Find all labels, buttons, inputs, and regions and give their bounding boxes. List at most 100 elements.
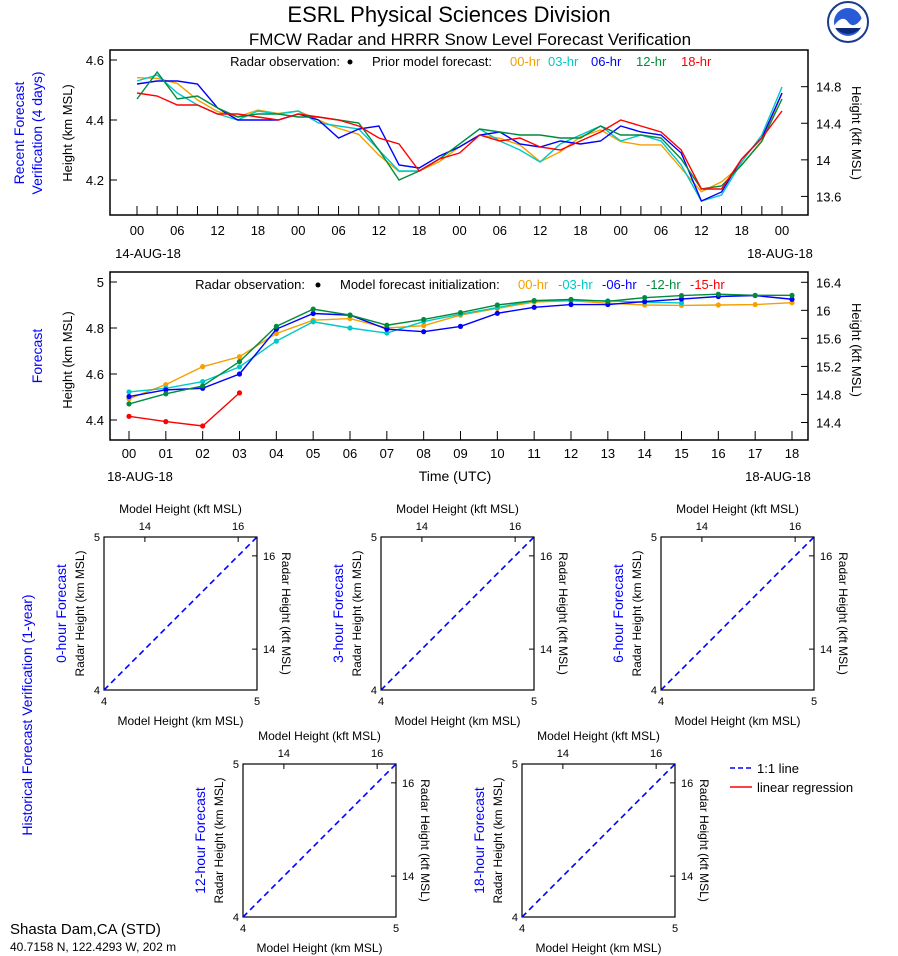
scatter-ylabel: Radar Height (km MSL) xyxy=(491,777,505,903)
chart2-legend-entry: -12-hr xyxy=(646,277,681,292)
chart2-point--06-hr xyxy=(126,393,132,400)
chart2-xtick-label: 04 xyxy=(269,446,283,461)
scatter-xtick-label: 4 xyxy=(658,696,664,708)
scatter-ytick-right-label: 14 xyxy=(263,644,275,656)
chart1-xtick-label: 06 xyxy=(654,223,668,238)
chart1-legend-obs: Radar observation: xyxy=(230,54,340,69)
chart1-series-12-hr xyxy=(136,70,783,190)
scatter-ytick-label: 5 xyxy=(233,759,239,771)
chart2-point--12-hr xyxy=(384,322,390,328)
chart1-legend-entry: 18-hr xyxy=(681,54,712,69)
chart2-point--12-hr xyxy=(163,391,169,397)
chart2-point--15-hr xyxy=(236,390,243,396)
chart2-point--12-hr xyxy=(347,312,353,318)
chart2-point--06-hr xyxy=(163,387,169,393)
chart2-ytick-label: 4.4 xyxy=(86,413,104,428)
chart2-point--12-hr xyxy=(531,298,537,304)
chart2-xtick-label: 05 xyxy=(306,446,320,461)
chart1-legend-entry: 00-hr xyxy=(510,54,541,69)
scatter-ylabel-right: Radar Height (kft MSL) xyxy=(279,552,293,675)
chart1-ytick-right-label: 14 xyxy=(816,153,830,168)
chart2-point--03-hr xyxy=(384,330,390,336)
scatter-xlabel-top: Model Height (kft MSL) xyxy=(537,729,660,743)
chart2-legend-obs-marker xyxy=(315,282,321,288)
chart1-ylabel: Height (km MSL) xyxy=(60,84,75,182)
chart2-legend-model: Model forecast initialization: xyxy=(340,277,500,292)
chart2-xtick-label: 07 xyxy=(380,446,394,461)
chart1-side-label: Verification (4 days) xyxy=(29,72,45,195)
chart2-point--03-hr xyxy=(678,300,685,306)
scatter-panel-title: 18-hour Forecast xyxy=(471,787,487,894)
scatter-xtick-label: 5 xyxy=(811,696,817,708)
chart2-point--12-hr xyxy=(715,291,721,297)
chart2-xtick-label: 18 xyxy=(785,446,799,461)
chart2-point--06-hr xyxy=(494,310,500,316)
chart1-series-00-hr xyxy=(136,77,783,193)
scatter-panel-frame xyxy=(242,763,397,918)
scatter-xlabel: Model Height (km MSL) xyxy=(535,941,661,955)
chart2-xtick-label: 03 xyxy=(232,446,246,461)
one-to-one-line xyxy=(103,536,258,691)
chart2-point-00-hr xyxy=(163,381,169,388)
footer-site: Shasta Dam,CA (STD) xyxy=(10,921,161,938)
scatter-ytick-label: 5 xyxy=(512,759,518,771)
chart2-ylabel: Height (km MSL) xyxy=(60,311,75,409)
chart2-point-00-hr xyxy=(200,364,206,370)
scatter-ytick-right-label: 14 xyxy=(820,644,832,656)
chart1-xtick-label: 18 xyxy=(412,223,426,238)
chart1-date-end: 18-AUG-18 xyxy=(747,246,813,261)
chart1-xtick-label: 00 xyxy=(775,223,789,238)
chart2-point-00-hr xyxy=(715,302,721,308)
scatter-ytick-label: 4 xyxy=(371,685,377,697)
scatter-panel-title: 12-hour Forecast xyxy=(192,787,208,894)
scatter-xtick-label: 4 xyxy=(101,696,107,708)
chart2-ytick-right-label: 15.2 xyxy=(816,359,841,374)
one-to-one-line xyxy=(380,536,535,691)
chart1-legend-obs-marker xyxy=(347,59,353,65)
legend-one-to-one-label: 1:1 line xyxy=(757,761,799,776)
chart2-ylabel-right: Height (kft MSL) xyxy=(849,303,864,397)
chart1-xtick-label: 00 xyxy=(452,223,466,238)
scatter-panel-title: 3-hour Forecast xyxy=(330,564,346,663)
chart1-ytick-right-label: 14.8 xyxy=(816,80,841,95)
scatter-xlabel: Model Height (km MSL) xyxy=(394,714,520,728)
legend-regression-label: linear regression xyxy=(757,780,853,795)
scatter-ylabel: Radar Height (km MSL) xyxy=(350,550,364,676)
chart2-point--12-hr xyxy=(310,306,316,312)
scatter-ytick-label: 5 xyxy=(651,532,657,544)
scatter-panel-frame xyxy=(521,763,676,918)
chart1-legend-entry: 12-hr xyxy=(636,54,667,69)
chart2-xtick-label: 13 xyxy=(601,446,615,461)
chart2-side-label: Forecast xyxy=(29,329,45,384)
chart2-ytick-right-label: 14.4 xyxy=(816,416,841,431)
scatter-panel-frame xyxy=(380,536,535,691)
chart1-date-start: 14-AUG-18 xyxy=(115,246,181,261)
chart1-xtick-label: 00 xyxy=(130,223,144,238)
chart1-ytick-label: 4.6 xyxy=(86,53,104,68)
scatter-ytick-right-label: 14 xyxy=(402,871,414,883)
scatter-xtick-top-label: 14 xyxy=(696,521,708,533)
chart2-point--12-hr xyxy=(200,383,206,389)
scatter-xlabel-top: Model Height (kft MSL) xyxy=(119,502,242,516)
chart2-point--12-hr xyxy=(752,292,758,298)
chart1-xtick-label: 12 xyxy=(533,223,547,238)
chart1-ytick-right-label: 14.4 xyxy=(816,116,841,131)
scatter-ylabel: Radar Height (km MSL) xyxy=(73,550,87,676)
chart2-point--03-hr xyxy=(236,364,243,370)
chart2-legend-entry: -06-hr xyxy=(602,277,637,292)
chart2-xtick-label: 02 xyxy=(195,446,209,461)
scatter-ylabel: Radar Height (km MSL) xyxy=(212,777,226,903)
chart2-ytick-right-label: 15.6 xyxy=(816,331,841,346)
scatter-ytick-label: 4 xyxy=(233,912,239,924)
chart2-point--06-hr xyxy=(310,310,316,317)
chart1-series-18-hr xyxy=(136,92,783,190)
chart2-point--06-hr xyxy=(236,371,243,377)
scatter-xlabel: Model Height (km MSL) xyxy=(256,941,382,955)
chart1-ytick-label: 4.2 xyxy=(86,173,104,188)
chart1-legend-model: Prior model forecast: xyxy=(372,54,492,69)
chart2-ytick-right-label: 16 xyxy=(816,303,830,318)
footer-coords: 40.7158 N, 122.4293 W, 202 m xyxy=(10,940,176,954)
chart2-xtick-label: 06 xyxy=(343,446,357,461)
chart1-legend-entry: 06-hr xyxy=(591,54,622,69)
scatter-xlabel-top: Model Height (kft MSL) xyxy=(396,502,519,516)
